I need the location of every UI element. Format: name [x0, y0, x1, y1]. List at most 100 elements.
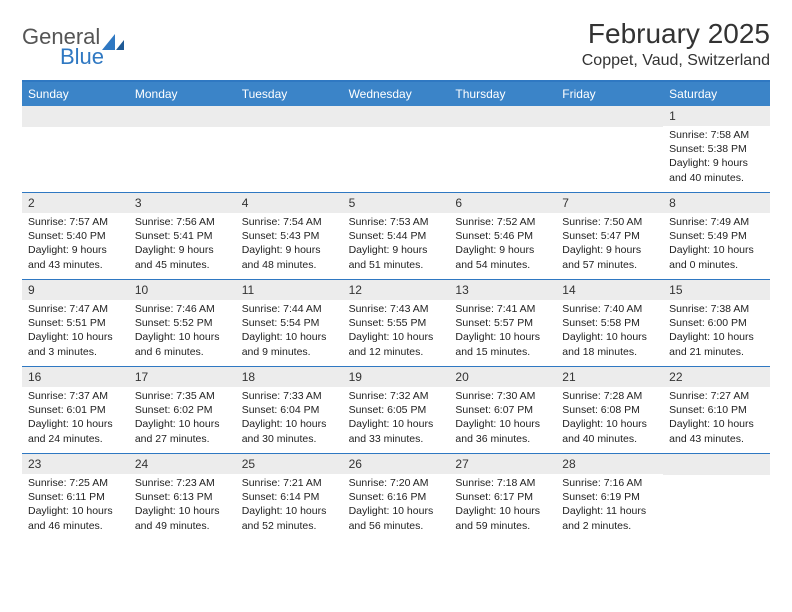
sunrise-text: Sunrise: 7:21 AM	[242, 476, 337, 490]
daylight-text: Daylight: 9 hours and 51 minutes.	[349, 243, 444, 271]
day-cell: 24Sunrise: 7:23 AMSunset: 6:13 PMDayligh…	[129, 454, 236, 540]
sunrise-text: Sunrise: 7:20 AM	[349, 476, 444, 490]
day-number: 11	[236, 280, 343, 300]
day-cell: 14Sunrise: 7:40 AMSunset: 5:58 PMDayligh…	[556, 280, 663, 366]
daylight-text: Daylight: 10 hours and 49 minutes.	[135, 504, 230, 532]
day-header-thursday: Thursday	[449, 82, 556, 106]
sunrise-text: Sunrise: 7:54 AM	[242, 215, 337, 229]
logo-sail-icon	[102, 34, 124, 50]
sunrise-text: Sunrise: 7:52 AM	[455, 215, 550, 229]
sunset-text: Sunset: 6:07 PM	[455, 403, 550, 417]
empty-day-bar	[343, 106, 450, 127]
day-details: Sunrise: 7:54 AMSunset: 5:43 PMDaylight:…	[236, 213, 343, 276]
day-header-sunday: Sunday	[22, 82, 129, 106]
day-cell: 26Sunrise: 7:20 AMSunset: 6:16 PMDayligh…	[343, 454, 450, 540]
day-number: 24	[129, 454, 236, 474]
day-cell	[129, 106, 236, 192]
day-cell	[22, 106, 129, 192]
sunset-text: Sunset: 6:19 PM	[562, 490, 657, 504]
sunrise-text: Sunrise: 7:49 AM	[669, 215, 764, 229]
daylight-text: Daylight: 10 hours and 59 minutes.	[455, 504, 550, 532]
day-details: Sunrise: 7:56 AMSunset: 5:41 PMDaylight:…	[129, 213, 236, 276]
day-details: Sunrise: 7:16 AMSunset: 6:19 PMDaylight:…	[556, 474, 663, 537]
sunrise-text: Sunrise: 7:56 AM	[135, 215, 230, 229]
day-number: 10	[129, 280, 236, 300]
daylight-text: Daylight: 10 hours and 0 minutes.	[669, 243, 764, 271]
day-details: Sunrise: 7:23 AMSunset: 6:13 PMDaylight:…	[129, 474, 236, 537]
day-cell: 8Sunrise: 7:49 AMSunset: 5:49 PMDaylight…	[663, 193, 770, 279]
daylight-text: Daylight: 11 hours and 2 minutes.	[562, 504, 657, 532]
sunrise-text: Sunrise: 7:41 AM	[455, 302, 550, 316]
daylight-text: Daylight: 10 hours and 46 minutes.	[28, 504, 123, 532]
day-details: Sunrise: 7:58 AMSunset: 5:38 PMDaylight:…	[663, 126, 770, 189]
day-number: 28	[556, 454, 663, 474]
sunrise-text: Sunrise: 7:44 AM	[242, 302, 337, 316]
sunrise-text: Sunrise: 7:27 AM	[669, 389, 764, 403]
day-number: 25	[236, 454, 343, 474]
sunset-text: Sunset: 5:40 PM	[28, 229, 123, 243]
day-details: Sunrise: 7:53 AMSunset: 5:44 PMDaylight:…	[343, 213, 450, 276]
day-cell: 20Sunrise: 7:30 AMSunset: 6:07 PMDayligh…	[449, 367, 556, 453]
day-cell: 6Sunrise: 7:52 AMSunset: 5:46 PMDaylight…	[449, 193, 556, 279]
day-cell: 28Sunrise: 7:16 AMSunset: 6:19 PMDayligh…	[556, 454, 663, 540]
daylight-text: Daylight: 10 hours and 15 minutes.	[455, 330, 550, 358]
day-number: 13	[449, 280, 556, 300]
sunset-text: Sunset: 6:11 PM	[28, 490, 123, 504]
day-number: 8	[663, 193, 770, 213]
day-details: Sunrise: 7:57 AMSunset: 5:40 PMDaylight:…	[22, 213, 129, 276]
day-number: 15	[663, 280, 770, 300]
day-cell: 9Sunrise: 7:47 AMSunset: 5:51 PMDaylight…	[22, 280, 129, 366]
day-number: 4	[236, 193, 343, 213]
day-details: Sunrise: 7:37 AMSunset: 6:01 PMDaylight:…	[22, 387, 129, 450]
week-row: 23Sunrise: 7:25 AMSunset: 6:11 PMDayligh…	[22, 453, 770, 540]
sunset-text: Sunset: 6:16 PM	[349, 490, 444, 504]
sunrise-text: Sunrise: 7:53 AM	[349, 215, 444, 229]
sunrise-text: Sunrise: 7:18 AM	[455, 476, 550, 490]
day-details: Sunrise: 7:49 AMSunset: 5:49 PMDaylight:…	[663, 213, 770, 276]
day-number: 16	[22, 367, 129, 387]
sunset-text: Sunset: 6:00 PM	[669, 316, 764, 330]
sunrise-text: Sunrise: 7:58 AM	[669, 128, 764, 142]
day-cell: 19Sunrise: 7:32 AMSunset: 6:05 PMDayligh…	[343, 367, 450, 453]
sunrise-text: Sunrise: 7:33 AM	[242, 389, 337, 403]
sunset-text: Sunset: 5:38 PM	[669, 142, 764, 156]
logo: GeneralBlue	[22, 18, 124, 70]
empty-day-bar	[556, 106, 663, 127]
day-number: 5	[343, 193, 450, 213]
day-cell	[663, 454, 770, 540]
sunset-text: Sunset: 6:01 PM	[28, 403, 123, 417]
sunset-text: Sunset: 5:46 PM	[455, 229, 550, 243]
day-details: Sunrise: 7:50 AMSunset: 5:47 PMDaylight:…	[556, 213, 663, 276]
sunset-text: Sunset: 6:02 PM	[135, 403, 230, 417]
week-row: 9Sunrise: 7:47 AMSunset: 5:51 PMDaylight…	[22, 279, 770, 366]
day-details: Sunrise: 7:27 AMSunset: 6:10 PMDaylight:…	[663, 387, 770, 450]
day-details: Sunrise: 7:35 AMSunset: 6:02 PMDaylight:…	[129, 387, 236, 450]
sunrise-text: Sunrise: 7:43 AM	[349, 302, 444, 316]
day-details: Sunrise: 7:25 AMSunset: 6:11 PMDaylight:…	[22, 474, 129, 537]
day-number: 17	[129, 367, 236, 387]
daylight-text: Daylight: 10 hours and 27 minutes.	[135, 417, 230, 445]
sunset-text: Sunset: 5:41 PM	[135, 229, 230, 243]
sunrise-text: Sunrise: 7:46 AM	[135, 302, 230, 316]
sunrise-text: Sunrise: 7:23 AM	[135, 476, 230, 490]
sunset-text: Sunset: 5:52 PM	[135, 316, 230, 330]
sunset-text: Sunset: 5:55 PM	[349, 316, 444, 330]
sunset-text: Sunset: 6:17 PM	[455, 490, 550, 504]
day-cell: 17Sunrise: 7:35 AMSunset: 6:02 PMDayligh…	[129, 367, 236, 453]
day-details: Sunrise: 7:43 AMSunset: 5:55 PMDaylight:…	[343, 300, 450, 363]
day-details: Sunrise: 7:44 AMSunset: 5:54 PMDaylight:…	[236, 300, 343, 363]
day-number: 22	[663, 367, 770, 387]
day-cell: 11Sunrise: 7:44 AMSunset: 5:54 PMDayligh…	[236, 280, 343, 366]
sunset-text: Sunset: 5:44 PM	[349, 229, 444, 243]
day-cell: 3Sunrise: 7:56 AMSunset: 5:41 PMDaylight…	[129, 193, 236, 279]
day-header-friday: Friday	[556, 82, 663, 106]
day-cell	[236, 106, 343, 192]
calendar-grid: Sunday Monday Tuesday Wednesday Thursday…	[22, 80, 770, 540]
day-cell: 22Sunrise: 7:27 AMSunset: 6:10 PMDayligh…	[663, 367, 770, 453]
day-number: 6	[449, 193, 556, 213]
day-details: Sunrise: 7:47 AMSunset: 5:51 PMDaylight:…	[22, 300, 129, 363]
day-cell: 18Sunrise: 7:33 AMSunset: 6:04 PMDayligh…	[236, 367, 343, 453]
day-details: Sunrise: 7:38 AMSunset: 6:00 PMDaylight:…	[663, 300, 770, 363]
daylight-text: Daylight: 10 hours and 30 minutes.	[242, 417, 337, 445]
month-title: February 2025	[582, 18, 770, 50]
